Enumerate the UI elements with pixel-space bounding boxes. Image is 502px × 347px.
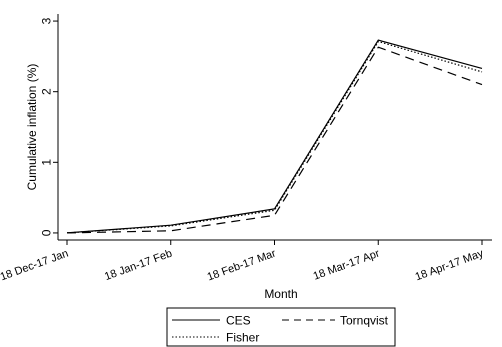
series-line-ces: [66, 39, 483, 234]
x-tick-label: 18 Jan-17 Feb: [103, 248, 174, 284]
x-axis-label: Month: [264, 287, 297, 301]
legend-label-fisher: Fisher: [226, 331, 259, 345]
x-tick-label: 18 Mar-17 Apr: [312, 247, 382, 282]
legend-label-ces: CES: [226, 314, 251, 328]
y-axis-label: Cumulative inflation (%): [25, 64, 39, 191]
series-line-fisher: [66, 40, 483, 234]
legend-label-tornqvist: Tornqvist: [340, 314, 389, 328]
series-line-tornqvist: [66, 46, 483, 234]
legend: CES Tornqvist Fisher: [166, 307, 396, 347]
legend-box: [166, 307, 396, 347]
x-tick-label: 18 Apr-17 May: [414, 247, 486, 283]
x-tick-label: 18 Feb-17 Mar: [206, 247, 278, 283]
x-tick-label: 18 Dec-17 Jan: [0, 248, 70, 284]
y-tick-label: 3: [40, 17, 54, 24]
y-tick-label: 0: [40, 229, 54, 236]
x-ticks: 18 Dec-17 Jan 18 Jan-17 Feb 18 Feb-17 Mar 1…: [0, 239, 492, 284]
series-lines: [66, 39, 483, 234]
y-tick-label: 1: [40, 159, 54, 166]
y-tick-label: 2: [40, 88, 54, 95]
y-ticks: 0 1 2 3: [40, 17, 58, 236]
